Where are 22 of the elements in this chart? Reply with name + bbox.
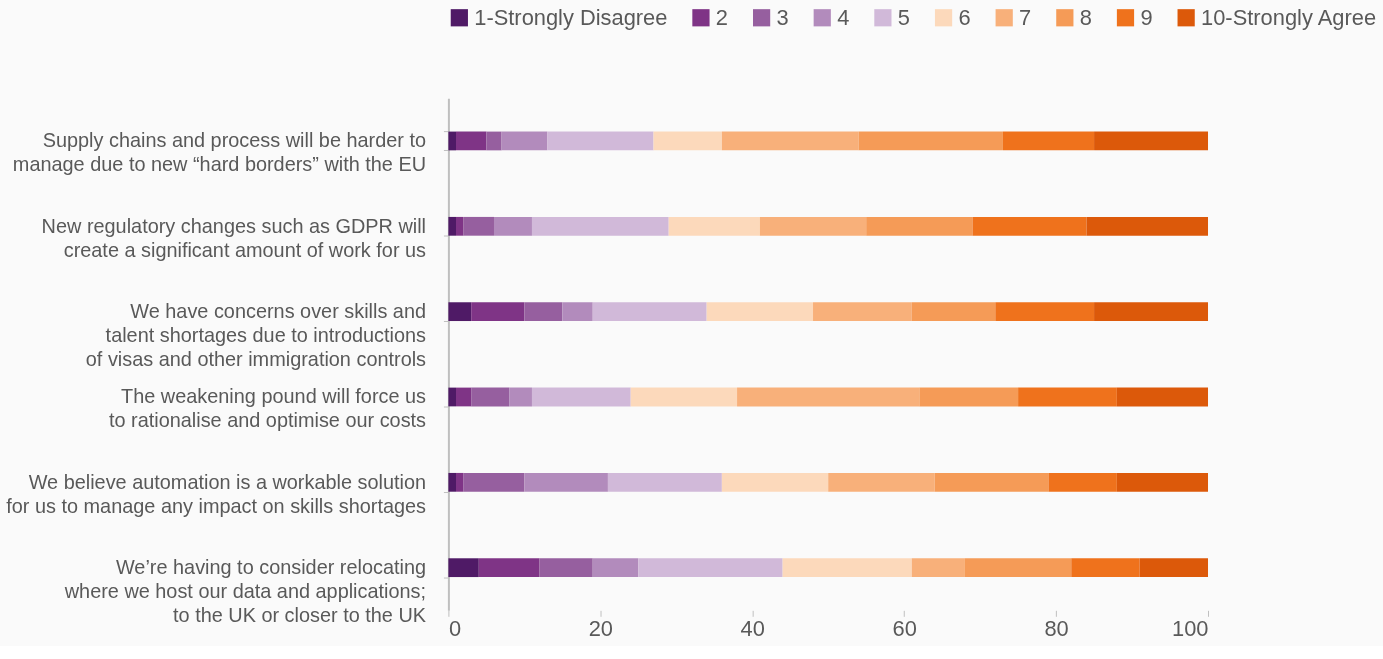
legend-label: 7 bbox=[1019, 4, 1032, 30]
y-tick-label: We believe automation is a workable solution for us to manage any impact on skills shortages bbox=[6, 470, 427, 517]
y-tick-label: New regulatory changes such as GDPR will create a significant amount of work for us bbox=[41, 214, 427, 261]
legend-label: 4 bbox=[837, 4, 850, 30]
x-tick-label: 80 bbox=[1044, 615, 1069, 641]
y-tick-label: The weakening pound will force us to rationalise and optimise our costs bbox=[108, 385, 427, 432]
y-tick-label: We’re having to consider relocating where we host our data and applications; to the UK or closer to the UK bbox=[63, 556, 427, 626]
y-tick-label: Supply chains and process will be harder to manage due to new “hard borders” with the EU bbox=[12, 129, 427, 176]
legend-label: 5 bbox=[897, 4, 910, 30]
x-tick-label: 20 bbox=[588, 615, 613, 641]
y-tick-label: We have concerns over skills and talent shortages due to introductions of visas and other immigration controls bbox=[85, 300, 427, 370]
legend-label: 1-Strongly Disagree bbox=[474, 4, 668, 30]
legend-label: 9 bbox=[1140, 4, 1153, 30]
legend-label: 8 bbox=[1079, 4, 1092, 30]
x-tick-label: 40 bbox=[740, 615, 765, 641]
x-tick-label: 100 bbox=[1172, 615, 1209, 641]
x-tick-label: 0 bbox=[448, 615, 462, 641]
legend-label: 3 bbox=[776, 4, 789, 30]
legend-label: 10-Strongly Agree bbox=[1201, 4, 1377, 30]
x-tick-label: 60 bbox=[892, 615, 917, 641]
legend-label: 2 bbox=[715, 4, 729, 30]
legend-label: 6 bbox=[958, 4, 971, 30]
